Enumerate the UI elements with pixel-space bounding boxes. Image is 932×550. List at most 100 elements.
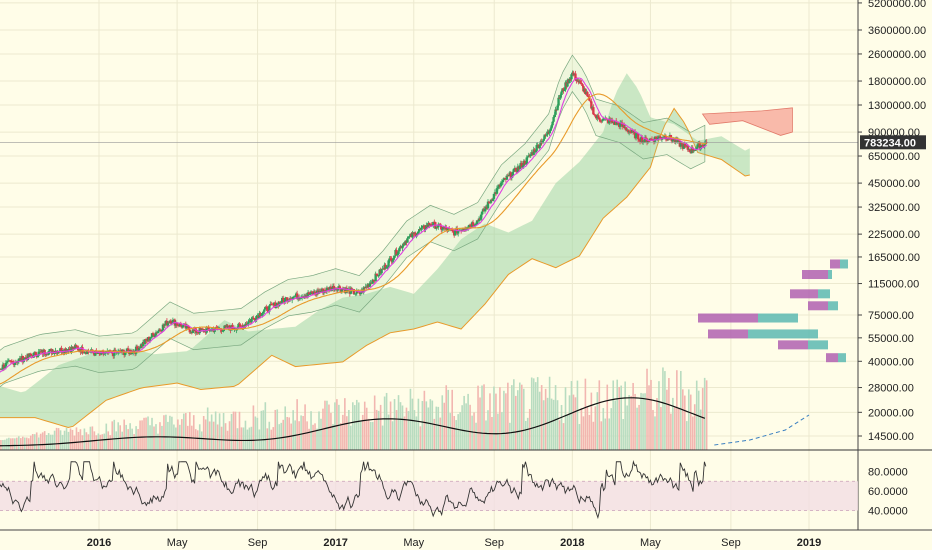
volume-bar bbox=[67, 431, 70, 450]
profile-bar-purple bbox=[778, 340, 808, 350]
candle-body bbox=[253, 318, 256, 321]
profile-bar-teal bbox=[838, 353, 846, 363]
candle-body bbox=[83, 352, 86, 354]
candle-body bbox=[310, 291, 314, 293]
candle-body bbox=[386, 266, 389, 268]
candle-body bbox=[679, 143, 683, 147]
volume-bar bbox=[206, 407, 209, 450]
volume-bar bbox=[598, 380, 601, 450]
candle-body bbox=[246, 323, 249, 325]
time-tick-label: May bbox=[403, 537, 424, 549]
volume-bar bbox=[664, 371, 666, 450]
candle-body bbox=[574, 73, 577, 80]
volume-bar bbox=[439, 417, 442, 450]
volume-projection-line bbox=[714, 414, 810, 446]
candle-body bbox=[511, 171, 515, 177]
volume-bar bbox=[634, 393, 636, 450]
candle-body bbox=[472, 225, 476, 226]
candle-body bbox=[556, 105, 559, 111]
volume-bar bbox=[268, 421, 271, 450]
candle-body bbox=[451, 230, 455, 232]
candle-body bbox=[518, 165, 521, 169]
candle-body bbox=[414, 232, 417, 237]
volume-bar bbox=[467, 393, 469, 450]
price-tick-label: 1300000.00 bbox=[868, 100, 926, 112]
profile-bar-purple bbox=[708, 329, 748, 339]
volume-bar bbox=[121, 431, 123, 450]
volume-bar bbox=[614, 400, 617, 450]
candle-body bbox=[502, 178, 506, 181]
volume-bar bbox=[612, 380, 615, 450]
volume-bar bbox=[169, 415, 171, 450]
candle-body bbox=[488, 202, 492, 204]
profile-bar-teal bbox=[748, 329, 818, 339]
candle-body bbox=[36, 355, 39, 357]
volume-bar bbox=[352, 402, 354, 450]
volume-bar bbox=[4, 439, 6, 450]
volume-bar bbox=[133, 434, 135, 450]
volume-bar bbox=[262, 410, 265, 450]
volume-bar bbox=[355, 399, 358, 450]
candle-body bbox=[441, 229, 444, 230]
volume-bar bbox=[562, 423, 565, 450]
volume-bar bbox=[81, 435, 84, 450]
volume-bar bbox=[680, 370, 682, 450]
volume-bar bbox=[314, 423, 316, 450]
candle-body bbox=[465, 228, 469, 230]
volume-bar bbox=[95, 435, 98, 450]
volume-bar bbox=[405, 407, 408, 450]
volume-bar bbox=[453, 415, 455, 450]
volume-bar bbox=[409, 388, 412, 450]
time-tick-label: May bbox=[167, 537, 188, 549]
volume-bar bbox=[338, 404, 340, 450]
candle-body bbox=[130, 353, 134, 355]
volume-bar bbox=[505, 393, 507, 450]
candle-body bbox=[501, 180, 505, 183]
candle-body bbox=[411, 232, 414, 238]
volume-bar bbox=[592, 421, 595, 450]
volume-bar bbox=[210, 414, 213, 450]
volume-bar bbox=[61, 434, 64, 450]
candle-body bbox=[244, 323, 247, 327]
volume-bar bbox=[530, 377, 533, 450]
candle-body bbox=[430, 224, 433, 226]
candle-body bbox=[144, 339, 148, 341]
candle-body bbox=[425, 224, 428, 229]
volume-bar bbox=[0, 440, 2, 450]
volume-bar bbox=[97, 433, 100, 450]
volume-bar bbox=[214, 411, 217, 450]
volume-bar bbox=[564, 387, 567, 450]
volume-bar bbox=[586, 406, 589, 450]
candle-body bbox=[637, 139, 641, 141]
volume-bar bbox=[10, 438, 12, 450]
candle-body bbox=[436, 226, 439, 228]
volume-bar bbox=[151, 417, 153, 450]
candle-body bbox=[535, 145, 538, 151]
rsi-band bbox=[0, 481, 858, 511]
volume-bar bbox=[336, 399, 338, 450]
volume-bar bbox=[509, 422, 511, 450]
candle-body bbox=[255, 316, 258, 321]
volume-bar bbox=[290, 423, 292, 450]
candle-body bbox=[538, 145, 541, 149]
candle-body bbox=[428, 222, 431, 226]
candle-body bbox=[424, 228, 427, 230]
candle-body bbox=[17, 358, 21, 362]
rsi-tick-label: 80.0000 bbox=[868, 467, 908, 479]
volume-bar bbox=[672, 397, 674, 450]
candle-body bbox=[188, 329, 191, 333]
candle-body bbox=[532, 149, 535, 155]
volume-bar bbox=[183, 413, 185, 450]
volume-bar bbox=[662, 367, 664, 450]
candle-body bbox=[308, 294, 312, 295]
volume-bar bbox=[666, 389, 668, 450]
candle-body bbox=[393, 255, 396, 258]
volume-bar bbox=[143, 417, 145, 450]
volume-bar bbox=[276, 409, 279, 450]
price-tick-label: 40000.00 bbox=[868, 356, 914, 368]
volume-bar bbox=[208, 421, 211, 450]
volume-bar bbox=[43, 431, 46, 450]
profile-bar-teal bbox=[828, 301, 838, 311]
candle-body bbox=[352, 289, 355, 295]
